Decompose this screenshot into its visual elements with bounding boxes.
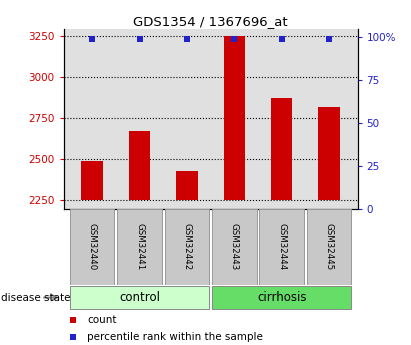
Bar xyxy=(212,286,351,309)
Bar xyxy=(165,209,209,285)
Text: cirrhosis: cirrhosis xyxy=(257,291,307,304)
Text: GSM32443: GSM32443 xyxy=(230,223,239,270)
Text: disease state: disease state xyxy=(1,293,71,303)
Text: GSM32445: GSM32445 xyxy=(325,223,334,270)
Bar xyxy=(70,286,209,309)
Bar xyxy=(271,98,292,200)
Bar xyxy=(70,209,114,285)
Bar xyxy=(319,107,340,200)
Text: GSM32441: GSM32441 xyxy=(135,223,144,270)
Bar xyxy=(129,131,150,200)
Text: percentile rank within the sample: percentile rank within the sample xyxy=(87,333,263,342)
Bar xyxy=(176,171,198,200)
Bar xyxy=(259,209,304,285)
Text: GSM32444: GSM32444 xyxy=(277,223,286,270)
Text: GSM32442: GSM32442 xyxy=(182,223,192,270)
Bar xyxy=(117,209,162,285)
Text: control: control xyxy=(119,291,160,304)
Text: GSM32440: GSM32440 xyxy=(88,223,97,270)
Title: GDS1354 / 1367696_at: GDS1354 / 1367696_at xyxy=(133,15,288,28)
Bar xyxy=(307,209,351,285)
Bar xyxy=(212,209,256,285)
Bar xyxy=(224,36,245,200)
Text: count: count xyxy=(87,315,117,325)
Bar xyxy=(81,161,103,200)
